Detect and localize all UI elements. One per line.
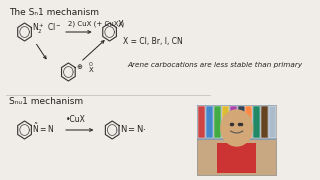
Text: Arene carbocations are less stable than primary: Arene carbocations are less stable than … [127, 62, 302, 68]
Text: •CuX: •CuX [66, 115, 86, 124]
Text: $\mathrm{N{=}N{\cdot}}$: $\mathrm{N{=}N{\cdot}}$ [120, 123, 147, 134]
FancyBboxPatch shape [197, 105, 276, 140]
Bar [245, 106, 252, 138]
Text: $\mathrm{\tilde{N}{=}N}$: $\mathrm{\tilde{N}{=}N}$ [32, 121, 54, 135]
Bar [222, 106, 229, 138]
FancyBboxPatch shape [217, 143, 256, 173]
Circle shape [221, 110, 252, 146]
Bar [269, 106, 276, 138]
FancyBboxPatch shape [197, 105, 276, 175]
Bar [261, 106, 268, 138]
Bar [214, 106, 221, 138]
Text: Sₙᵤ1 mechanism: Sₙᵤ1 mechanism [9, 97, 83, 106]
Text: 2) CuX (+ CuX₂): 2) CuX (+ CuX₂) [68, 21, 124, 27]
Text: $\mathrm{N_2^+}$ Cl$^-$: $\mathrm{N_2^+}$ Cl$^-$ [32, 22, 62, 36]
Text: $\oplus$: $\oplus$ [76, 62, 84, 71]
Bar [206, 106, 213, 138]
Text: X = Cl, Br, I, CN: X = Cl, Br, I, CN [123, 37, 182, 46]
Bar [253, 106, 260, 138]
Text: The Sₙ1 mechanism: The Sₙ1 mechanism [9, 8, 99, 17]
Text: $\mathrm{\overset{O}{X}}$: $\mathrm{\overset{O}{X}}$ [88, 60, 94, 75]
Bar [198, 106, 205, 138]
Bar [230, 106, 237, 138]
Text: X: X [117, 19, 123, 28]
Bar [237, 106, 244, 138]
